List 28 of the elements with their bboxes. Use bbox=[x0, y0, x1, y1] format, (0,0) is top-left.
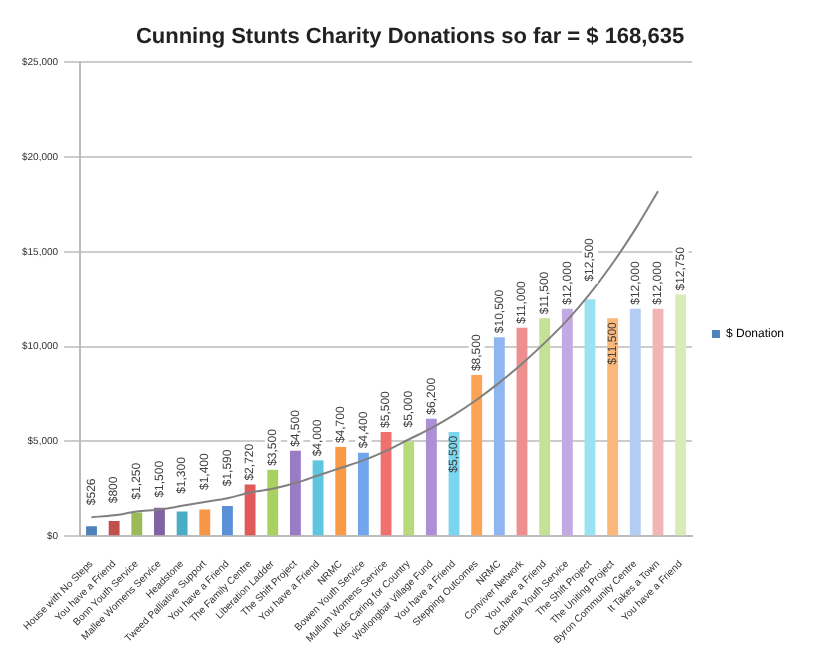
bar bbox=[154, 507, 165, 536]
bar bbox=[199, 509, 211, 536]
bar bbox=[176, 511, 188, 536]
bar bbox=[131, 512, 143, 536]
bar bbox=[267, 469, 279, 536]
bar bbox=[493, 337, 505, 536]
bar bbox=[425, 418, 437, 536]
bar bbox=[561, 308, 573, 536]
line-series bbox=[90, 190, 659, 519]
bar bbox=[584, 299, 596, 536]
bar bbox=[357, 452, 369, 536]
bar bbox=[380, 431, 392, 536]
bar bbox=[516, 327, 528, 536]
bar bbox=[289, 450, 301, 536]
bar bbox=[607, 318, 619, 536]
bar bbox=[403, 441, 415, 536]
bar bbox=[471, 375, 483, 536]
bar bbox=[335, 447, 347, 536]
bar bbox=[108, 520, 120, 536]
chart-title: Cunning Stunts Charity Donations so far = $ 168,635 bbox=[135, 25, 685, 50]
bar bbox=[86, 526, 97, 536]
bar bbox=[312, 460, 324, 536]
bar bbox=[244, 484, 256, 536]
bar bbox=[675, 294, 687, 536]
bar bbox=[539, 318, 551, 536]
bar bbox=[629, 308, 641, 536]
bar bbox=[652, 308, 664, 536]
bar bbox=[222, 506, 233, 536]
